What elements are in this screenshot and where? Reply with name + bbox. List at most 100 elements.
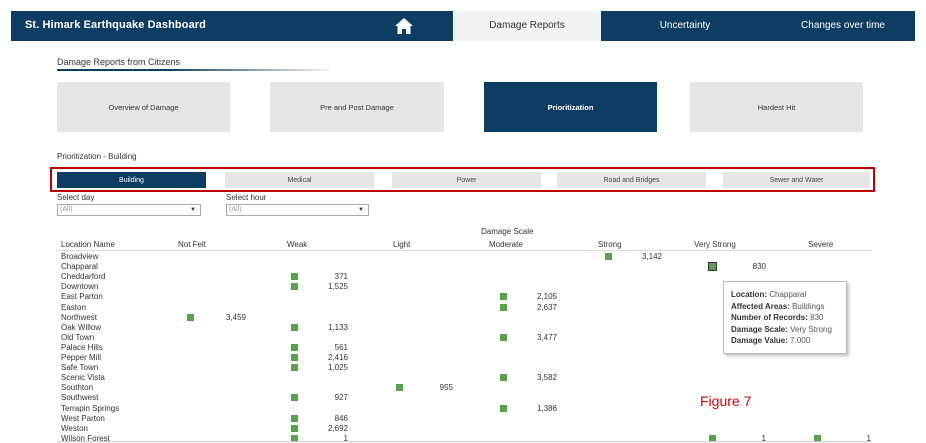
column-header: Not Felt xyxy=(178,240,207,249)
location-name: Southwest xyxy=(61,393,99,403)
data-value-label: 2,105 xyxy=(536,292,557,302)
data-value-label: 1,525 xyxy=(327,282,348,292)
pre-and-post-damage-button[interactable]: Pre and Post Damage xyxy=(270,82,444,132)
data-value-label: 1 xyxy=(343,433,348,443)
column-header: Weak xyxy=(287,240,308,249)
sewer-and-water-button[interactable]: Sewer and Water xyxy=(723,172,870,188)
tooltip-row: Damage Scale: Very Strong xyxy=(731,324,832,334)
section-title: Damage Reports from Citizens xyxy=(57,57,181,67)
location-name: Easton xyxy=(61,302,86,312)
data-mark[interactable] xyxy=(708,434,716,442)
data-mark[interactable] xyxy=(290,414,298,422)
section-underline xyxy=(57,69,330,71)
data-value-label: 3,477 xyxy=(536,332,557,342)
location-name: Northwest xyxy=(61,312,98,322)
data-value-label: 371 xyxy=(334,272,348,282)
road-and-bridges-button[interactable]: Road and Bridges xyxy=(557,172,706,188)
subsection-title: Prioritization - Building xyxy=(57,152,137,161)
header-divider xyxy=(57,250,872,251)
location-name: West Parton xyxy=(61,413,105,423)
data-value-label: 3,582 xyxy=(536,373,557,383)
data-mark[interactable] xyxy=(604,253,612,260)
data-mark[interactable] xyxy=(499,303,507,311)
data-value-label: 2,692 xyxy=(327,423,348,433)
tooltip: Location: Chapparal Affected Areas: Buil… xyxy=(723,281,847,354)
location-name: Wilson Forest xyxy=(61,433,110,443)
data-mark[interactable] xyxy=(499,333,507,341)
data-value-label: 1,133 xyxy=(327,322,348,332)
location-name-header: Location Name xyxy=(61,240,115,249)
select-day-label: Select day xyxy=(57,193,95,202)
tooltip-row: Affected Areas: Buildings xyxy=(731,301,825,311)
location-name: Southton xyxy=(61,383,94,393)
prioritization-button[interactable]: Prioritization xyxy=(484,82,657,132)
chevron-down-icon: ▼ xyxy=(190,207,196,213)
location-name: Palace Hills xyxy=(61,342,103,352)
select-day-value: (All) xyxy=(60,206,73,213)
select-hour-value: (All) xyxy=(229,206,242,213)
data-mark[interactable] xyxy=(290,323,298,331)
location-name: Chapparal xyxy=(61,262,98,272)
location-name: East Parton xyxy=(61,292,103,302)
data-mark[interactable] xyxy=(290,354,298,361)
table-bottom-border xyxy=(57,441,872,442)
data-value-label: 1 xyxy=(761,433,766,443)
tab-damage-reports[interactable]: Damage Reports xyxy=(453,11,601,41)
data-value-label: 1 xyxy=(866,433,871,443)
location-name: Scenic Vista xyxy=(61,373,105,383)
hardest-hit-button[interactable]: Hardest Hit xyxy=(690,82,863,132)
tooltip-row: Damage Value: 7.000 xyxy=(731,336,811,345)
damage-scale-header: Damage Scale xyxy=(481,227,534,236)
location-name: Safe Town xyxy=(61,363,99,373)
data-value-label: 1,025 xyxy=(327,363,348,373)
data-mark[interactable] xyxy=(395,384,403,392)
data-mark[interactable] xyxy=(290,424,298,432)
data-mark[interactable] xyxy=(499,374,507,382)
data-mark[interactable] xyxy=(290,394,298,402)
data-mark[interactable] xyxy=(290,273,298,281)
data-value-label: 3,459 xyxy=(225,312,246,322)
location-name: Weston xyxy=(61,423,88,433)
tab-changes-over-time[interactable]: Changes over time xyxy=(801,20,885,31)
home-icon[interactable] xyxy=(394,16,414,36)
column-header: Very Strong xyxy=(694,240,736,249)
select-hour-dropdown[interactable]: (All) ▼ xyxy=(226,204,369,216)
select-day-dropdown[interactable]: (All) ▼ xyxy=(57,204,201,216)
overview-of-damage-button[interactable]: Overview of Damage xyxy=(57,82,230,132)
tooltip-row: Location: Chapparal xyxy=(731,290,807,299)
data-value-label: 2,637 xyxy=(536,302,557,312)
tooltip-row: Number of Records: 830 xyxy=(731,313,824,322)
tab-uncertainty[interactable]: Uncertainty xyxy=(659,20,711,31)
app-title: St. Himark Earthquake Dashboard xyxy=(25,19,206,31)
data-mark[interactable] xyxy=(499,293,507,301)
data-mark[interactable] xyxy=(186,313,194,321)
data-mark[interactable] xyxy=(290,364,298,372)
data-mark[interactable] xyxy=(290,343,298,351)
data-mark[interactable] xyxy=(499,404,507,412)
data-value-label: 561 xyxy=(334,342,348,352)
data-value-label: 927 xyxy=(334,393,348,403)
location-name: Old Town xyxy=(61,332,95,342)
data-value-label: 1,386 xyxy=(536,403,557,413)
chevron-down-icon: ▼ xyxy=(358,207,364,213)
column-header: Moderate xyxy=(489,240,523,249)
select-hour-label: Select hour xyxy=(226,193,267,202)
data-mark[interactable] xyxy=(290,434,298,442)
top-nav-bar: St. Himark Earthquake Dashboard Damage R… xyxy=(11,11,915,41)
highlight-box xyxy=(50,167,875,192)
figure-label: Figure 7 xyxy=(700,393,752,409)
column-header: Strong xyxy=(598,240,622,249)
data-value-label: 846 xyxy=(334,413,348,423)
data-mark[interactable] xyxy=(290,283,298,291)
medical-button[interactable]: Medical xyxy=(225,172,374,188)
data-mark[interactable] xyxy=(813,434,821,442)
building-button[interactable]: Building xyxy=(57,172,206,188)
data-mark[interactable] xyxy=(707,262,717,272)
location-name: Pepper Mill xyxy=(61,353,102,362)
location-name: Broadview xyxy=(61,252,99,261)
column-header: Severe xyxy=(808,240,834,249)
location-name: Oak Willow xyxy=(61,322,102,332)
data-value-label: 830 xyxy=(752,262,766,272)
column-header: Light xyxy=(393,240,411,249)
power-button[interactable]: Power xyxy=(392,172,541,188)
